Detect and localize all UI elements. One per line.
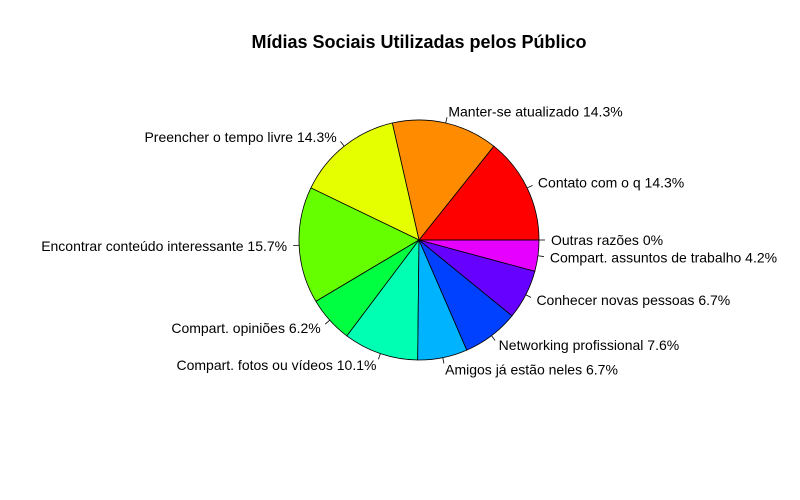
pie-slice-label: Amigos já estão neles 6.7% [445, 361, 618, 377]
pie-slice-label: Encontrar conteúdo interessante 15.7% [41, 238, 287, 254]
pie-slice [298, 187, 420, 302]
label-leader-line [324, 319, 330, 325]
pie-slice-label: Preencher o tempo livre 14.3% [144, 129, 336, 145]
label-leader-line [525, 294, 532, 298]
label-leader-line [491, 335, 496, 341]
pie-slice-label: Compart. assuntos de trabalho 4.2% [550, 249, 777, 265]
pie-slices [298, 119, 540, 361]
pie-slice [346, 238, 420, 361]
chart-title: Mídias Sociais Utilizadas pelos Público [251, 32, 586, 52]
label-leader-line [445, 117, 448, 124]
pie-slice-label: Networking profissional 7.6% [499, 337, 680, 353]
label-leader-line [537, 255, 544, 257]
pie-slice-label: Conhecer novas pessoas 6.7% [536, 292, 730, 308]
pie-slice [418, 145, 540, 241]
pie-slice-label: Compart. fotos ou vídeos 10.1% [176, 357, 376, 373]
pie-slice-label: Contato com o q 14.3% [538, 175, 684, 191]
pie-slice-label: Manter-se atualizado 14.3% [448, 103, 622, 119]
pie-slice-label: Compart. opiniões 6.2% [171, 320, 320, 336]
label-leader-line [442, 357, 445, 364]
pie-labels: Contato com o q 14.3% Manter-se atualizad… [41, 103, 777, 377]
label-leader-line [526, 184, 533, 189]
label-leader-line [378, 353, 381, 360]
pie-slice-label: Outras razões 0% [551, 232, 663, 248]
label-leader-line [340, 141, 345, 147]
